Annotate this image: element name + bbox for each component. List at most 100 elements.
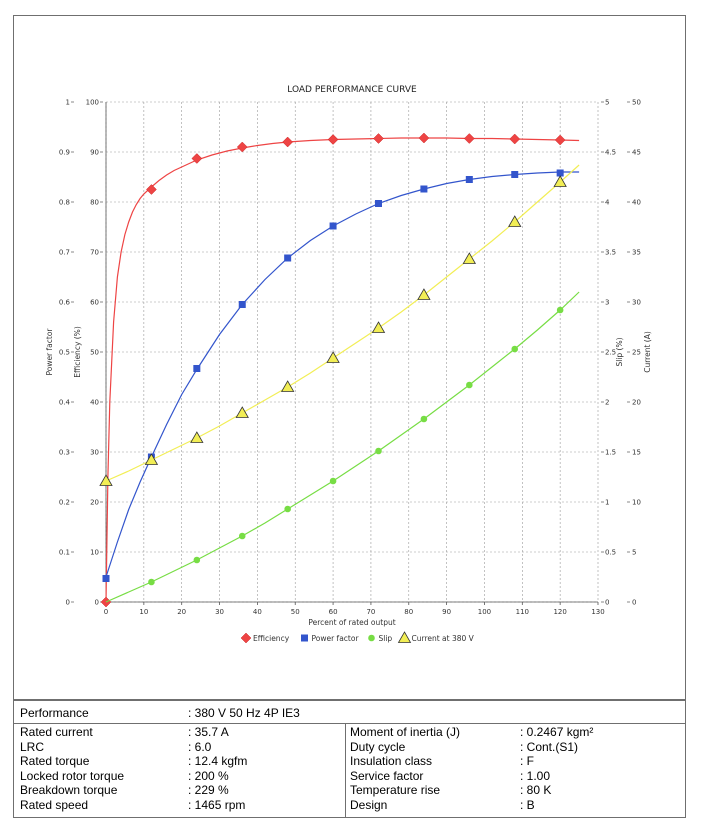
data-point-slip — [556, 306, 564, 314]
x-tick-label: 90 — [442, 608, 451, 616]
spec-value: : 1465 rpm — [188, 797, 246, 812]
y-tick-label: 0 — [605, 599, 609, 607]
y-tick-label: 5 — [605, 99, 609, 107]
x-tick-label: 60 — [329, 608, 338, 616]
y-axis-title: Current (A) — [643, 331, 652, 373]
y-tick-label: 30 — [632, 299, 641, 307]
y-tick-label: 20 — [90, 499, 99, 507]
spec-row-rated-current: Rated current : 35.7 A — [14, 725, 345, 740]
y-tick-label: 15 — [632, 449, 641, 457]
efficiency-axis: 0 10 20 30 40 50 60 70 80 90 100 Efficiency (%) — [73, 99, 103, 607]
legend-item-current-at-380-v: Current at 380 V — [397, 631, 475, 643]
x-tick-label: 80 — [404, 608, 413, 616]
y-tick-label: 100 — [86, 99, 99, 107]
y-tick-label: 0.5 — [605, 549, 616, 557]
series-line-slip — [105, 291, 580, 603]
x-tick-label: 40 — [253, 608, 262, 616]
chart-panel: LOAD PERFORMANCE CURVE 0 10 20 30 40 50 60 70 80 9… — [13, 15, 686, 700]
x-tick-label: 0 — [104, 608, 108, 616]
data-point-power-factor — [102, 575, 110, 582]
legend-marker-slip — [368, 634, 375, 642]
spec-row-temperature-rise: Temperature rise : 80 K — [345, 783, 685, 798]
spec-label: Design — [350, 797, 388, 812]
data-point-slip — [511, 345, 519, 353]
data-point-power-factor — [420, 185, 428, 193]
legend-item-power-factor: Power factor — [301, 634, 359, 643]
data-point-current-at-380-v — [462, 252, 477, 264]
legend-label: Slip — [379, 634, 393, 643]
data-point-efficiency — [418, 132, 430, 144]
performance-value: : 380 V 50 Hz 4P IE3 — [188, 706, 300, 720]
y-tick-label: 0.4 — [59, 399, 71, 407]
x-axis-ticks: 0 10 20 30 40 50 60 70 80 90 100 110 120 130 — [104, 602, 605, 616]
y-tick-label: 50 — [90, 349, 99, 357]
data-point-slip — [238, 532, 246, 540]
data-point-current-at-380-v — [508, 215, 522, 227]
data-point-efficiency — [463, 133, 475, 144]
data-point-power-factor — [238, 301, 246, 308]
spec-label: Service factor — [350, 768, 424, 783]
y-tick-label: 1.5 — [605, 449, 616, 457]
spec-label: Locked rotor torque — [20, 768, 125, 783]
y-tick-label: 0.8 — [59, 199, 70, 207]
spec-row-rated-torque: Rated torque : 12.4 kgfm — [14, 754, 345, 769]
series-efficiency — [100, 132, 580, 608]
y-tick-label: 0 — [95, 599, 99, 607]
y-tick-label: 20 — [632, 399, 641, 407]
spec-row-design: Design : B — [345, 798, 685, 813]
y-tick-label: 0 — [66, 599, 70, 607]
data-point-slip — [193, 556, 201, 564]
spec-row-service-factor: Service factor : 1.00 — [345, 769, 685, 784]
data-point-power-factor — [374, 200, 382, 207]
data-point-efficiency — [191, 153, 203, 164]
spec-value: : 0.2467 kgm² — [520, 725, 594, 739]
x-tick-label: 120 — [553, 608, 566, 616]
legend-item-slip: Slip — [368, 634, 392, 643]
x-tick-label: 30 — [215, 608, 224, 616]
y-tick-label: 2.5 — [605, 349, 616, 357]
performance-row: Performance : 380 V 50 Hz 4P IE3 — [14, 701, 685, 724]
spec-row-insulation-class: Insulation class : F — [345, 754, 685, 769]
x-tick-label: 20 — [177, 608, 186, 616]
y-tick-label: 4.5 — [605, 149, 616, 157]
spec-label: Rated current — [20, 725, 93, 739]
performance-label: Performance — [20, 706, 89, 720]
legend-label: Power factor — [312, 634, 360, 643]
y-tick-label: 0.3 — [59, 449, 70, 457]
y-tick-label: 0 — [632, 599, 636, 607]
data-point-current-at-380-v — [99, 474, 113, 486]
spec-label: LRC — [20, 739, 45, 754]
y-tick-label: 40 — [632, 199, 641, 207]
y-tick-label: 35 — [632, 249, 641, 257]
spec-value: : 200 % — [188, 768, 229, 783]
data-point-current-at-380-v — [553, 175, 567, 187]
data-point-power-factor — [329, 222, 337, 230]
series-slip — [105, 291, 580, 603]
data-point-current-at-380-v — [235, 406, 249, 418]
y-tick-label: 70 — [90, 249, 99, 257]
x-tick-label: 50 — [291, 608, 300, 616]
y-tick-label: 40 — [90, 399, 99, 407]
data-point-current-at-380-v — [371, 321, 386, 333]
y-tick-label: 0.6 — [59, 299, 71, 307]
data-point-efficiency — [554, 134, 566, 146]
y-tick-label: 4 — [605, 199, 610, 207]
y-tick-label: 0.7 — [59, 249, 70, 257]
legend-label: Efficiency — [253, 634, 290, 643]
data-point-efficiency — [146, 184, 157, 195]
series-line-power-factor — [105, 171, 580, 578]
data-point-slip — [466, 381, 473, 389]
y-tick-label: 10 — [632, 499, 641, 507]
spec-value: : 12.4 kgfm — [188, 754, 248, 768]
power-factor-axis: 0 0.1 0.2 0.3 0.4 0.5 0.6 0.7 0.8 0.9 1 Power facto… — [45, 99, 74, 607]
legend-item-efficiency: Efficiency — [240, 632, 290, 644]
y-tick-label: 0.5 — [59, 349, 70, 357]
legend-marker-efficiency — [240, 632, 252, 644]
data-point-current-at-380-v — [417, 288, 431, 300]
spec-label: Rated torque — [20, 754, 90, 768]
data-point-efficiency — [282, 136, 294, 148]
data-point-efficiency — [236, 141, 248, 153]
y-tick-label: 45 — [632, 149, 641, 157]
spec-label: Temperature rise — [350, 783, 441, 797]
